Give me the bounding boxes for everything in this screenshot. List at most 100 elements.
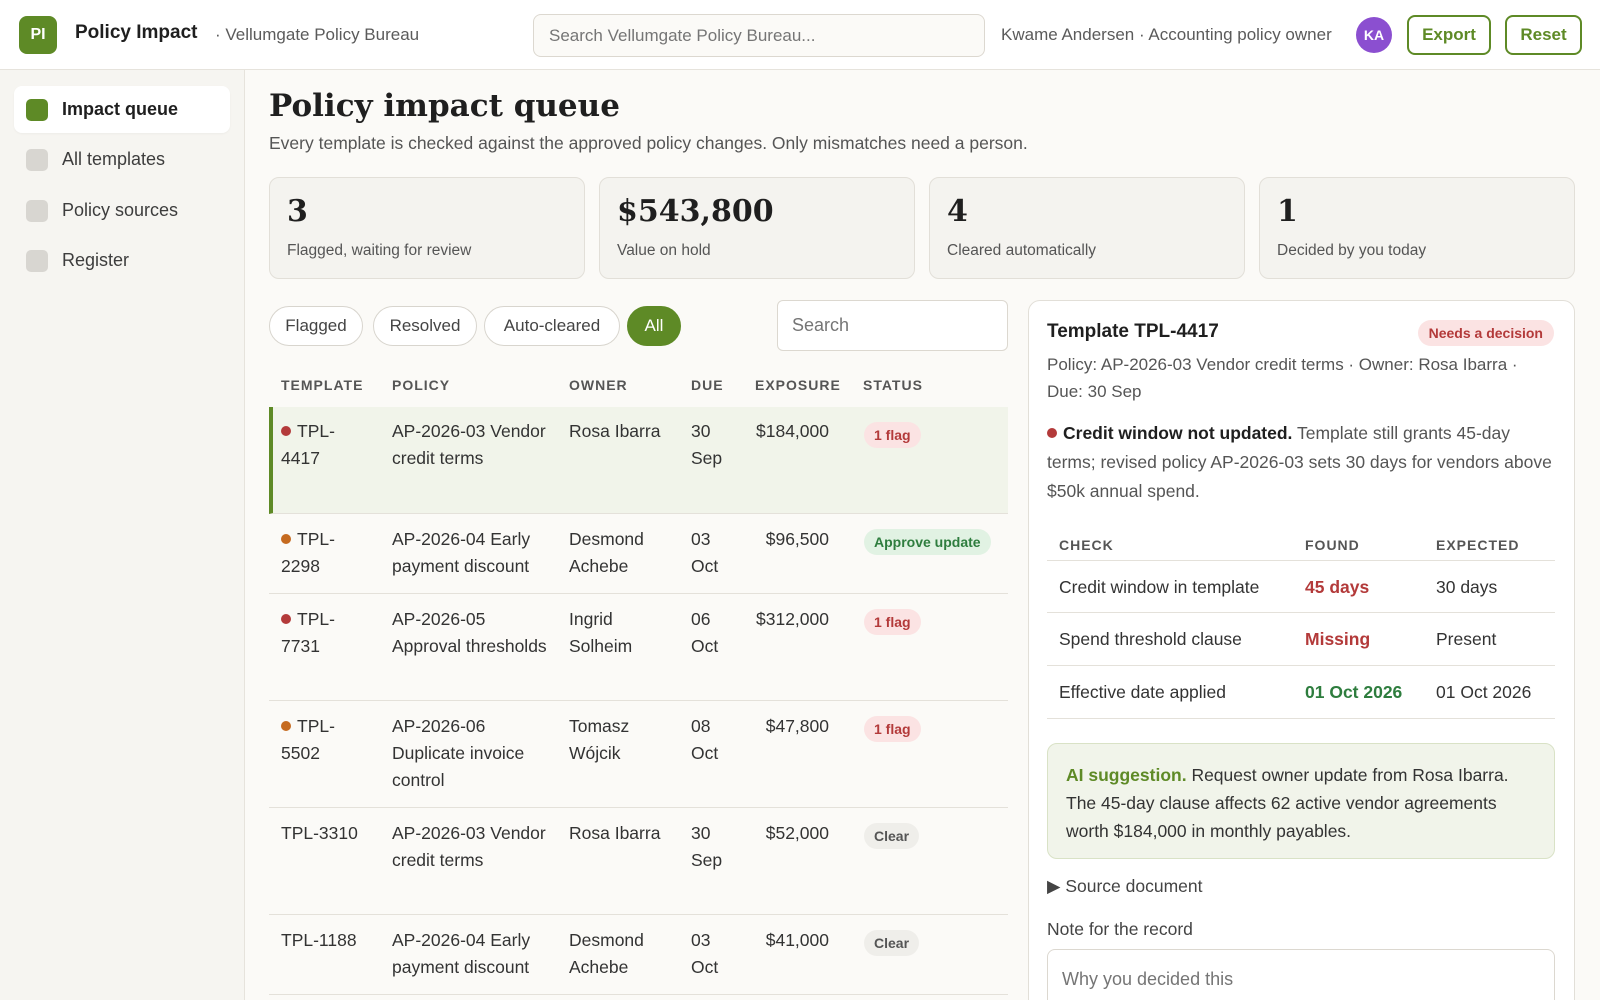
ai-suggestion-text: Request owner update from Rosa Ibarra. T…: [1066, 765, 1509, 841]
stat-card-cleared: 4 Cleared automatically: [929, 177, 1245, 279]
status-badge: 1 flag: [864, 609, 921, 635]
check-name: Effective date applied: [1059, 682, 1227, 702]
cell-owner: Desmond Achebe: [569, 930, 644, 977]
status-badge: 1 flag: [864, 716, 921, 742]
table-row[interactable]: TPL-3310 AP-2026-03 Vendor credit terms …: [269, 808, 1008, 915]
ai-suggestion-label: AI suggestion.: [1066, 765, 1187, 785]
app-logo: PI: [19, 16, 57, 54]
sidebar: Impact queue All templates Policy source…: [0, 70, 245, 1000]
check-row: Spend threshold clause Missing Present: [1047, 613, 1555, 666]
cell-policy: AP-2026-05 Approval thresholds: [392, 609, 547, 656]
source-document-toggle[interactable]: ▶ Source document: [1047, 876, 1203, 896]
check-expected: 30 days: [1436, 577, 1498, 597]
filter-flagged[interactable]: Flagged: [269, 306, 363, 346]
filter-resolved[interactable]: Resolved: [373, 306, 477, 346]
sidebar-item-all-templates[interactable]: All templates: [14, 136, 230, 183]
cell-exposure: $96,500: [765, 529, 829, 549]
check-name: Credit window in template: [1059, 577, 1260, 597]
issue-text: Template still grants 45-day terms; revi…: [1047, 423, 1552, 501]
cell-status: Approve update: [864, 528, 991, 555]
cell-template: TPL-5502: [281, 716, 335, 763]
cell-policy: AP-2026-03 Vendor credit terms: [392, 823, 546, 870]
reset-button[interactable]: Reset: [1505, 15, 1582, 55]
page-title: Policy impact queue: [269, 88, 620, 124]
cell-exposure: $47,800: [765, 716, 829, 736]
check-row: Effective date applied 01 Oct 2026 01 Oc…: [1047, 666, 1555, 719]
table-row[interactable]: TPL-4417 AP-2026-03 Vendor credit terms …: [269, 407, 1008, 514]
column-header-exposure[interactable]: EXPOSURE: [755, 377, 841, 393]
nav-square-icon: [26, 148, 48, 171]
cell-status: 1 flag: [864, 421, 921, 448]
detail-title: Template TPL-4417: [1047, 321, 1219, 342]
flag-dot-icon: [281, 426, 291, 436]
org-name: · Vellumgate Policy Bureau: [215, 25, 420, 44]
check-found: 45 days: [1305, 577, 1370, 597]
cell-owner: Ingrid Solheim: [569, 609, 633, 656]
user-name: Kwame Andersen · Accounting policy owner: [1001, 25, 1332, 44]
nav-square-icon: [26, 199, 48, 222]
check-found: 01 Oct 2026: [1305, 682, 1403, 702]
warning-dot-icon: [281, 721, 291, 731]
column-header-due[interactable]: DUE: [691, 377, 724, 393]
check-found: Missing: [1305, 629, 1371, 649]
table-row[interactable]: TPL-1188 AP-2026-04 Early payment discou…: [269, 915, 1008, 995]
cell-exposure: $184,000: [756, 421, 829, 441]
sidebar-item-label: Impact queue: [62, 99, 179, 119]
cell-owner: Rosa Ibarra: [569, 421, 661, 441]
app-name: Policy Impact: [75, 22, 198, 43]
cell-policy: AP-2026-03 Vendor credit terms: [392, 421, 546, 468]
column-header-status[interactable]: STATUS: [863, 377, 923, 393]
column-header-template[interactable]: TEMPLATE: [281, 377, 364, 393]
cell-status: Clear: [864, 929, 920, 956]
table-row[interactable]: TPL-5502 AP-2026-06 Duplicate invoice co…: [269, 701, 1008, 808]
cell-due: 08 Oct: [691, 716, 719, 763]
stat-label: Cleared automatically: [947, 242, 1097, 259]
column-header-owner[interactable]: OWNER: [569, 377, 628, 393]
table-search-input[interactable]: [777, 300, 1008, 351]
status-badge: Needs a decision: [1417, 320, 1554, 346]
cell-status: 1 flag: [864, 715, 921, 742]
sidebar-item-impact-queue[interactable]: Impact queue: [14, 86, 230, 133]
column-header-policy[interactable]: POLICY: [392, 377, 451, 393]
cell-exposure: $41,000: [765, 930, 829, 950]
cell-template: TPL-4417: [281, 421, 335, 468]
sidebar-item-register[interactable]: Register: [14, 237, 230, 284]
stat-value: $543,800: [617, 194, 774, 229]
stat-card-decided: 1 Decided by you today: [1259, 177, 1575, 279]
cell-due: 03 Oct: [691, 930, 719, 977]
export-button[interactable]: Export: [1407, 15, 1491, 55]
cell-template: TPL-2298: [281, 529, 335, 576]
issue-summary: Credit window not updated. Template stil…: [1047, 419, 1557, 506]
check-row: Credit window in template 45 days 30 day…: [1047, 560, 1555, 613]
filter-all[interactable]: All: [627, 306, 681, 346]
stat-value: 4: [947, 194, 968, 229]
table-row[interactable]: TPL-2298 AP-2026-04 Early payment discou…: [269, 514, 1008, 594]
check-expected: 01 Oct 2026: [1436, 682, 1532, 702]
sidebar-item-label: All templates: [62, 149, 166, 169]
status-badge: Approve update: [864, 529, 991, 555]
cell-policy: AP-2026-04 Early payment discount: [392, 930, 531, 977]
note-input[interactable]: [1047, 949, 1555, 1000]
found-column-header: FOUND: [1305, 537, 1360, 553]
cell-due: 30 Sep: [691, 823, 723, 870]
sidebar-item-label: Policy sources: [62, 200, 179, 220]
top-bar: PI Policy Impact · Vellumgate Policy Bur…: [0, 0, 1600, 70]
cell-due: 03 Oct: [691, 529, 719, 576]
cell-status: 1 flag: [864, 608, 921, 635]
table-row[interactable]: TPL-7731 AP-2026-05 Approval thresholds …: [269, 594, 1008, 701]
cell-policy: AP-2026-06 Duplicate invoice control: [392, 716, 525, 790]
filter-auto-cleared[interactable]: Auto-cleared: [484, 306, 620, 346]
cell-owner: Tomasz Wójcik: [569, 716, 630, 763]
nav-square-icon: [26, 249, 48, 272]
avatar[interactable]: KA: [1356, 17, 1392, 53]
global-search-input[interactable]: [533, 14, 985, 57]
status-badge: Clear: [864, 930, 920, 956]
cell-template: TPL-1188: [281, 930, 357, 950]
cell-template: TPL-7731: [281, 609, 335, 656]
cell-exposure: $312,000: [756, 609, 829, 629]
flag-dot-icon: [1047, 428, 1057, 438]
page-subtitle: Every template is checked against the ap…: [269, 133, 1028, 153]
nav-square-icon: [26, 98, 48, 121]
check-expected: Present: [1436, 629, 1497, 649]
sidebar-item-policy-sources[interactable]: Policy sources: [14, 187, 230, 234]
